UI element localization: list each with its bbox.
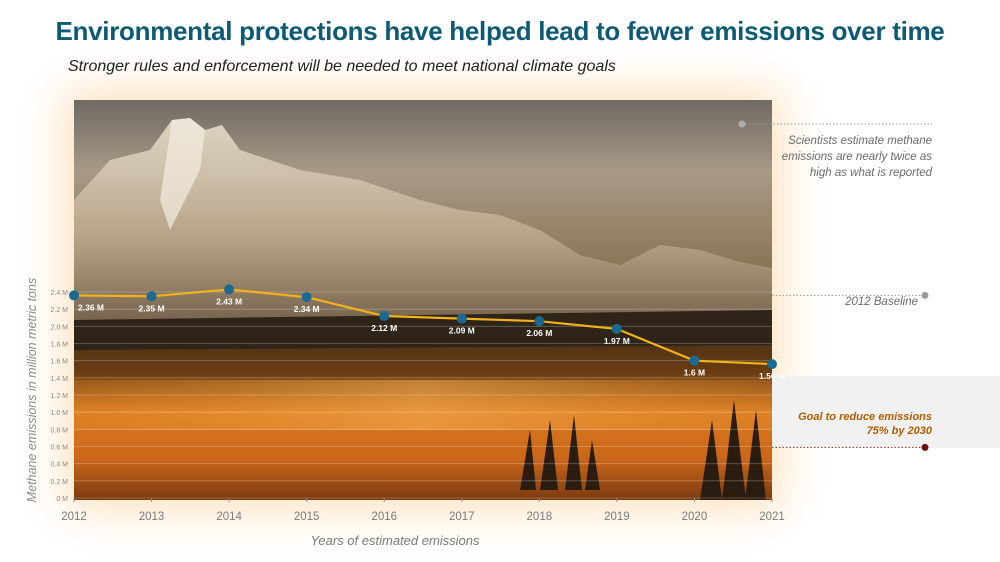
data-point [456,313,467,324]
y-tick-label: 2.0 M [50,324,68,331]
data-point [689,355,700,366]
data-labels: 2.36 M 2.35 M 2.43 M 2.34 M 2.12 M 2.09 M 2.06… [78,296,785,381]
y-tick-label: 2.4 M [50,290,68,297]
baseline-annotation: 2012 Baseline [845,296,918,308]
y-tick-label: 1.6 M [50,359,68,366]
background-landscape [74,100,772,500]
goal-annotation: Goal to reduce emissions 75% by 2030 [798,411,932,437]
x-tick-label: 2012 [61,511,87,523]
data-label: 2.43 M [216,296,242,306]
y-tick-label: 2.2 M [50,307,68,314]
page-title: Environmental protections have helped le… [55,16,945,46]
data-label: 1.56 M [759,371,785,381]
x-axis-label: Years of estimated emissions [310,533,480,548]
series-line [73,288,773,366]
x-tick-label: 2016 [371,511,397,523]
x-tick-label: 2019 [604,511,630,523]
x-tick-label: 2015 [294,511,320,523]
y-tick-label: 0.4 M [50,462,68,469]
data-point [379,311,390,322]
x-tick-label: 2014 [216,511,242,523]
y-tick-label: 1.0 M [50,410,68,417]
data-point [69,290,79,301]
data-point [301,292,312,303]
x-tick-label: 2017 [449,511,475,523]
data-point [611,323,622,334]
y-axis-ticks: 0 M 0.2 M 0.4 M 0.6 M 0.8 M 1.0 M 1.2 M 1.4 M 1.… [50,290,68,503]
reference-lines [738,120,932,451]
y-tick-label: 1.2 M [50,393,68,400]
x-tick-label: 2018 [527,511,553,523]
y-tick-label: 0.8 M [50,427,68,434]
data-label: 2.06 M [526,328,552,338]
y-tick-label: 0.2 M [50,479,68,486]
series-emissions [69,284,777,370]
data-label: 2.35 M [139,303,165,313]
x-tick-label: 2020 [682,511,708,523]
scientists-dot [738,120,746,128]
goal-band [772,376,1000,448]
data-label: 2.34 M [294,304,320,314]
data-label: 1.6 M [684,368,705,378]
data-point [767,359,777,370]
x-tick-label: 2021 [759,511,785,523]
x-axis-ticks: 2012 2013 2014 2015 2016 2017 2018 2019 2020 2021 [61,498,785,523]
data-label: 2.09 M [449,326,475,336]
data-point [534,316,545,327]
y-tick-label: 0 M [56,496,68,503]
scientists-annotation: Scientists estimate methane emissions ar… [781,135,932,179]
y-tick-label: 1.4 M [50,376,68,383]
goal-dot [921,443,929,451]
data-label: 2.12 M [371,323,397,333]
page-subtitle: Stronger rules and enforcement will be n… [68,58,616,75]
y-tick-label: 0.6 M [50,445,68,452]
data-point [146,291,157,302]
data-point [224,284,235,295]
data-label: 2.36 M [78,302,104,312]
baseline-dot [921,291,929,299]
y-tick-label: 1.8 M [50,342,68,349]
y-axis-label: Methane emissions in million metric tons [25,278,39,502]
data-label: 1.97 M [604,336,630,346]
x-tick-label: 2013 [139,511,165,523]
